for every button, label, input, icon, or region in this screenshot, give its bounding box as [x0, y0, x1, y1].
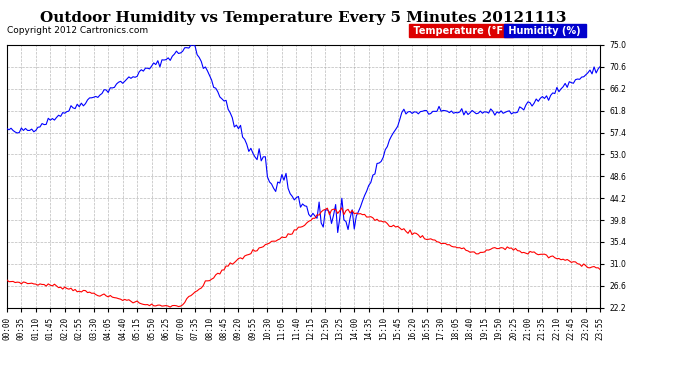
Text: Temperature (°F): Temperature (°F) [411, 26, 511, 36]
Text: Humidity (%): Humidity (%) [505, 26, 584, 36]
Text: Outdoor Humidity vs Temperature Every 5 Minutes 20121113: Outdoor Humidity vs Temperature Every 5 … [40, 11, 567, 25]
Text: Copyright 2012 Cartronics.com: Copyright 2012 Cartronics.com [7, 26, 148, 34]
